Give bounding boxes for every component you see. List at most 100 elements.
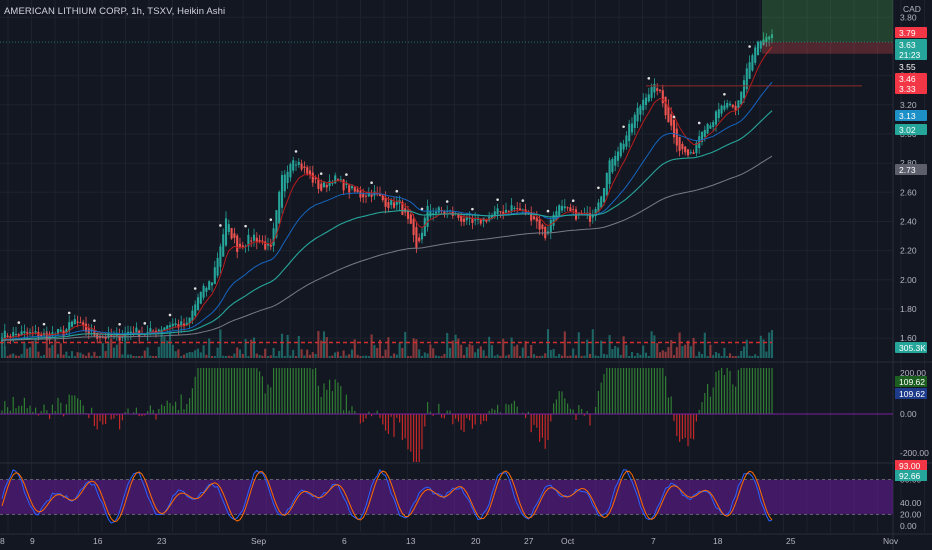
volume-bar [364, 355, 368, 358]
time-axis[interactable]: 9 16 23 Sep 6 13 20 27 Oct 7 18 25 Nov 8 [0, 536, 899, 546]
histogram-badge [895, 388, 927, 399]
histogram-bar [337, 382, 339, 414]
candle-body [191, 310, 194, 321]
histogram-bar [236, 368, 238, 414]
volume-bar [345, 355, 348, 358]
volume-bar [275, 355, 278, 358]
volume-bar [68, 355, 71, 358]
candle-body [563, 206, 566, 209]
volume-bar [446, 332, 449, 358]
histogram-bar [469, 414, 471, 421]
histogram-bar [452, 414, 454, 425]
volume-bar [79, 352, 82, 358]
histogram-bar [754, 368, 756, 414]
candle-body [549, 219, 552, 232]
volume-bar [180, 355, 183, 358]
candle-body [670, 114, 673, 126]
volume-bar [532, 354, 536, 358]
histogram-pane[interactable] [0, 368, 893, 462]
candle-body [765, 36, 768, 43]
candle-body [614, 155, 617, 166]
volume-bar [518, 355, 522, 358]
candle-body [168, 325, 172, 328]
ma-mid-line [1, 81, 773, 341]
histogram-bar [15, 408, 17, 414]
stoch-badge-label: 93.00 [899, 461, 921, 471]
volume-bar [149, 355, 152, 358]
price-tick-label: 3.20 [900, 100, 917, 110]
candle-body [65, 329, 68, 334]
histogram-tick-label: -200.00 [900, 448, 929, 458]
time-tick-label: 20 [471, 536, 481, 546]
histogram-bar [242, 368, 244, 414]
symbol-title[interactable]: AMERICAN LITHIUM CORP, 1h, TSXV, Heikin … [4, 6, 226, 17]
candle-body [367, 192, 370, 197]
volume-bar [580, 355, 583, 358]
histogram-bar [12, 396, 14, 414]
pivot-dot [546, 209, 550, 213]
candle-body [619, 143, 622, 157]
volume-bar [490, 345, 494, 358]
stoch-k-line [1, 468, 773, 524]
volume-bar [266, 355, 270, 358]
pivot-dot [269, 218, 273, 221]
volume-bar [614, 345, 617, 358]
histogram-bar [581, 408, 583, 414]
histogram-bar [309, 368, 311, 414]
histogram-bar [743, 368, 745, 414]
volume-bar [616, 347, 620, 358]
histogram-bar [415, 414, 417, 462]
candle-body [642, 99, 645, 111]
candle-body [334, 175, 337, 184]
candle-body [770, 34, 774, 39]
volume-bar [174, 351, 177, 358]
candle-body [611, 158, 614, 173]
histogram-bar [457, 414, 459, 422]
histogram-bar [161, 404, 163, 414]
histogram-bar [648, 368, 650, 414]
time-tick-label: 7 [651, 536, 656, 546]
candle-body [518, 208, 522, 211]
histogram-bar [281, 368, 283, 414]
histogram-bar [259, 371, 261, 414]
candle-body [233, 233, 236, 238]
histogram-bar [256, 368, 258, 414]
stoch-pane[interactable] [0, 468, 893, 524]
candle-body [636, 107, 639, 122]
candle-body [415, 227, 418, 248]
volume-bar [479, 346, 482, 358]
volume-bar [653, 335, 656, 358]
volume-bar [244, 338, 247, 358]
price-axis[interactable]: CAD3.803.403.203.002.802.602.402.202.001… [895, 4, 929, 531]
volume-bar [423, 352, 426, 358]
volume-bar [384, 349, 387, 358]
price-badge-label: 3.13 [899, 111, 916, 121]
volume-bar [404, 331, 407, 358]
candle-body [381, 194, 384, 201]
volume-bar [678, 332, 681, 358]
candle-body [236, 235, 239, 253]
candle-body [336, 179, 340, 181]
histogram-bar [583, 414, 585, 416]
histogram-bar [292, 368, 294, 414]
candle-body [110, 335, 113, 338]
histogram-bar [693, 414, 695, 440]
histogram-bar [505, 403, 507, 414]
candle-body [728, 103, 732, 106]
price-pane[interactable] [0, 0, 893, 358]
price-badge [895, 83, 927, 94]
candle-body [252, 234, 256, 241]
histogram-bar [326, 389, 328, 414]
volume-bar [762, 339, 765, 358]
histogram-bar [166, 400, 168, 414]
stop-zone [762, 42, 893, 54]
candle-body [460, 215, 463, 222]
candle-body [26, 332, 29, 334]
histogram-bar [79, 399, 81, 414]
stoch-tick-label: 40.00 [900, 498, 922, 508]
histogram-bar [245, 368, 247, 414]
candle-body [6, 335, 9, 337]
candle-body [216, 257, 219, 276]
